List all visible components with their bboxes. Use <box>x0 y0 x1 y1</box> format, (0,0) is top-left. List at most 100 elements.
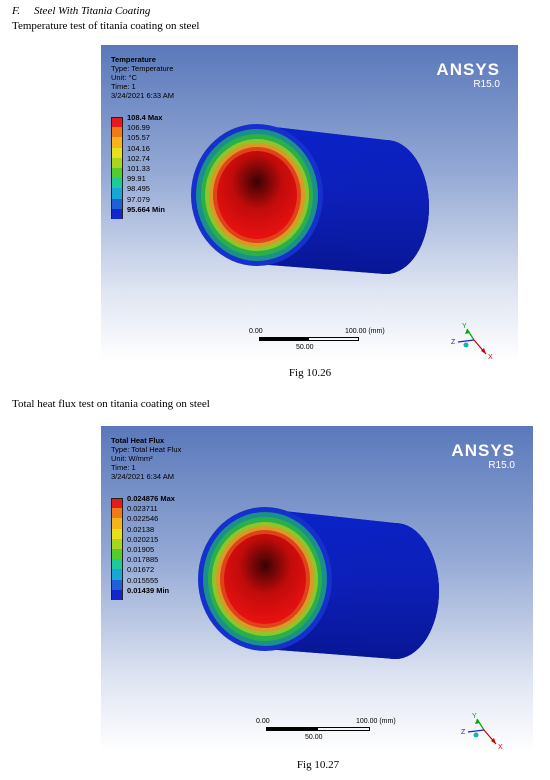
axis-triad: X Y Z <box>461 713 503 751</box>
legend-value-label: 105.57 <box>127 133 150 143</box>
figure-caption: Fig 10.27 <box>296 759 340 771</box>
legend-value-label: 98.495 <box>127 184 150 194</box>
legend-value-label: 97.079 <box>127 194 150 204</box>
legend-swatch <box>111 137 123 148</box>
legend-swatch <box>111 589 123 600</box>
color-legend: 108.4 Max 106.99 105.57 104.16 102.74 101.33 9… <box>111 113 165 219</box>
legend-band <box>111 198 123 209</box>
scale-bar-graphic <box>259 337 359 341</box>
result-info: Temperature Type: Temperature Unit: °C T… <box>111 55 174 100</box>
brand-name: ANSYS <box>436 60 500 79</box>
legend-swatch <box>111 528 123 539</box>
legend-swatch <box>111 178 123 189</box>
axis-z-label: Z <box>461 729 466 736</box>
legend-band <box>111 508 123 519</box>
intro-text-heat-flux: Total heat flux test on titania coating … <box>12 398 210 410</box>
ansys-logo: ANSYS R15.0 <box>451 442 515 472</box>
figure-panel-heat-flux: Total Heat Flux Type: Total Heat Flux Un… <box>101 426 533 752</box>
legend-swatch <box>111 508 123 519</box>
brand-version: R15.0 <box>488 460 515 471</box>
axis-y-label: Y <box>472 713 477 720</box>
legend-value-label: 106.99 <box>127 123 150 133</box>
legend-value-label: 104.16 <box>127 143 150 153</box>
legend-max-label: 108.4 Max <box>127 113 163 122</box>
intro-text-temperature: Temperature test of titania coating on s… <box>12 20 200 32</box>
color-legend: 0.024876 Max 0.023711 0.022546 0.02138 0.020… <box>111 494 175 600</box>
legend-swatch <box>111 117 123 128</box>
legend-band <box>111 498 123 509</box>
legend-value-label: 0.022546 <box>127 514 159 524</box>
legend-swatch <box>111 548 123 560</box>
inner-bore <box>224 534 306 624</box>
legend-min-label: 95.664 Min <box>127 204 165 214</box>
legend-band <box>111 188 123 199</box>
brand-version: R15.0 <box>473 79 500 90</box>
legend-band <box>111 518 123 529</box>
legend-band <box>111 569 123 580</box>
legend-value-label: 0.017885 <box>127 555 159 565</box>
result-time: Time: 1 <box>111 463 136 472</box>
legend-band <box>111 579 123 590</box>
legend-swatch <box>111 498 123 509</box>
axis-y-label: Y <box>462 323 467 330</box>
legend-value-label: 0.023711 <box>127 504 158 514</box>
legend-value-label: 102.74 <box>127 153 150 163</box>
legend-value-label: 0.01905 <box>127 545 155 554</box>
scale-mid: 50.00 <box>305 734 323 741</box>
legend-swatch <box>111 518 123 529</box>
legend-band <box>111 127 123 138</box>
legend-band <box>111 157 123 168</box>
legend-value-label: 101.33 <box>127 164 150 173</box>
legend-band <box>111 528 123 539</box>
result-unit: Unit: W/mm² <box>111 454 153 463</box>
legend-band <box>111 589 123 600</box>
legend-swatch <box>111 208 123 219</box>
legend-swatch <box>111 538 123 549</box>
legend-band <box>111 178 123 189</box>
legend-swatch <box>111 127 123 138</box>
figure-panel-temperature: Temperature Type: Temperature Unit: °C T… <box>101 45 518 361</box>
legend-swatch <box>111 559 123 570</box>
cylinder-model: X Y Z <box>191 124 493 361</box>
axis-triad: X Y Z <box>451 323 493 361</box>
legend-value-label: 0.01672 <box>127 565 155 575</box>
scale-start: 0.00 <box>249 328 263 335</box>
legend-swatch <box>111 167 123 179</box>
legend-max-label: 0.024876 Max <box>127 494 175 503</box>
axis-x-label: X <box>488 354 493 361</box>
legend-value-label: 0.020215 <box>127 534 159 544</box>
result-title: Temperature <box>111 55 156 64</box>
legend-band <box>111 548 123 560</box>
legend-value-label: 0.02138 <box>127 524 155 534</box>
legend-swatch <box>111 569 123 580</box>
result-date: 3/24/2021 6:33 AM <box>111 91 174 100</box>
legend-swatch <box>111 157 123 168</box>
legend-band <box>111 137 123 148</box>
legend-band <box>111 559 123 570</box>
section-heading: F. Steel With Titania Coating <box>12 5 150 17</box>
legend-band <box>111 167 123 179</box>
result-title: Total Heat Flux <box>111 436 165 445</box>
legend-band <box>111 208 123 219</box>
result-info: Total Heat Flux Type: Total Heat Flux Un… <box>111 436 181 481</box>
legend-band <box>111 117 123 128</box>
legend-swatch <box>111 579 123 590</box>
result-type: Type: Total Heat Flux <box>111 445 182 454</box>
result-date: 3/24/2021 6:34 AM <box>111 472 174 481</box>
ansys-logo: ANSYS R15.0 <box>436 61 500 91</box>
result-unit: Unit: °C <box>111 73 137 82</box>
cylinder-model: X Y Z <box>198 507 503 751</box>
legend-min-label: 0.01439 Min <box>127 585 170 595</box>
legend-swatch <box>111 188 123 199</box>
inner-bore <box>217 151 297 239</box>
scale-start: 0.00 <box>256 718 270 725</box>
legend-band <box>111 538 123 549</box>
legend-swatch <box>111 198 123 209</box>
brand-name: ANSYS <box>451 441 515 460</box>
axis-x-label: X <box>498 744 503 751</box>
scale-mid: 50.00 <box>296 344 314 351</box>
result-type: Type: Temperature <box>111 64 174 73</box>
axis-z-label: Z <box>451 339 456 346</box>
scale-bar-graphic <box>266 727 370 731</box>
figure-caption: Fig 10.26 <box>288 367 332 379</box>
